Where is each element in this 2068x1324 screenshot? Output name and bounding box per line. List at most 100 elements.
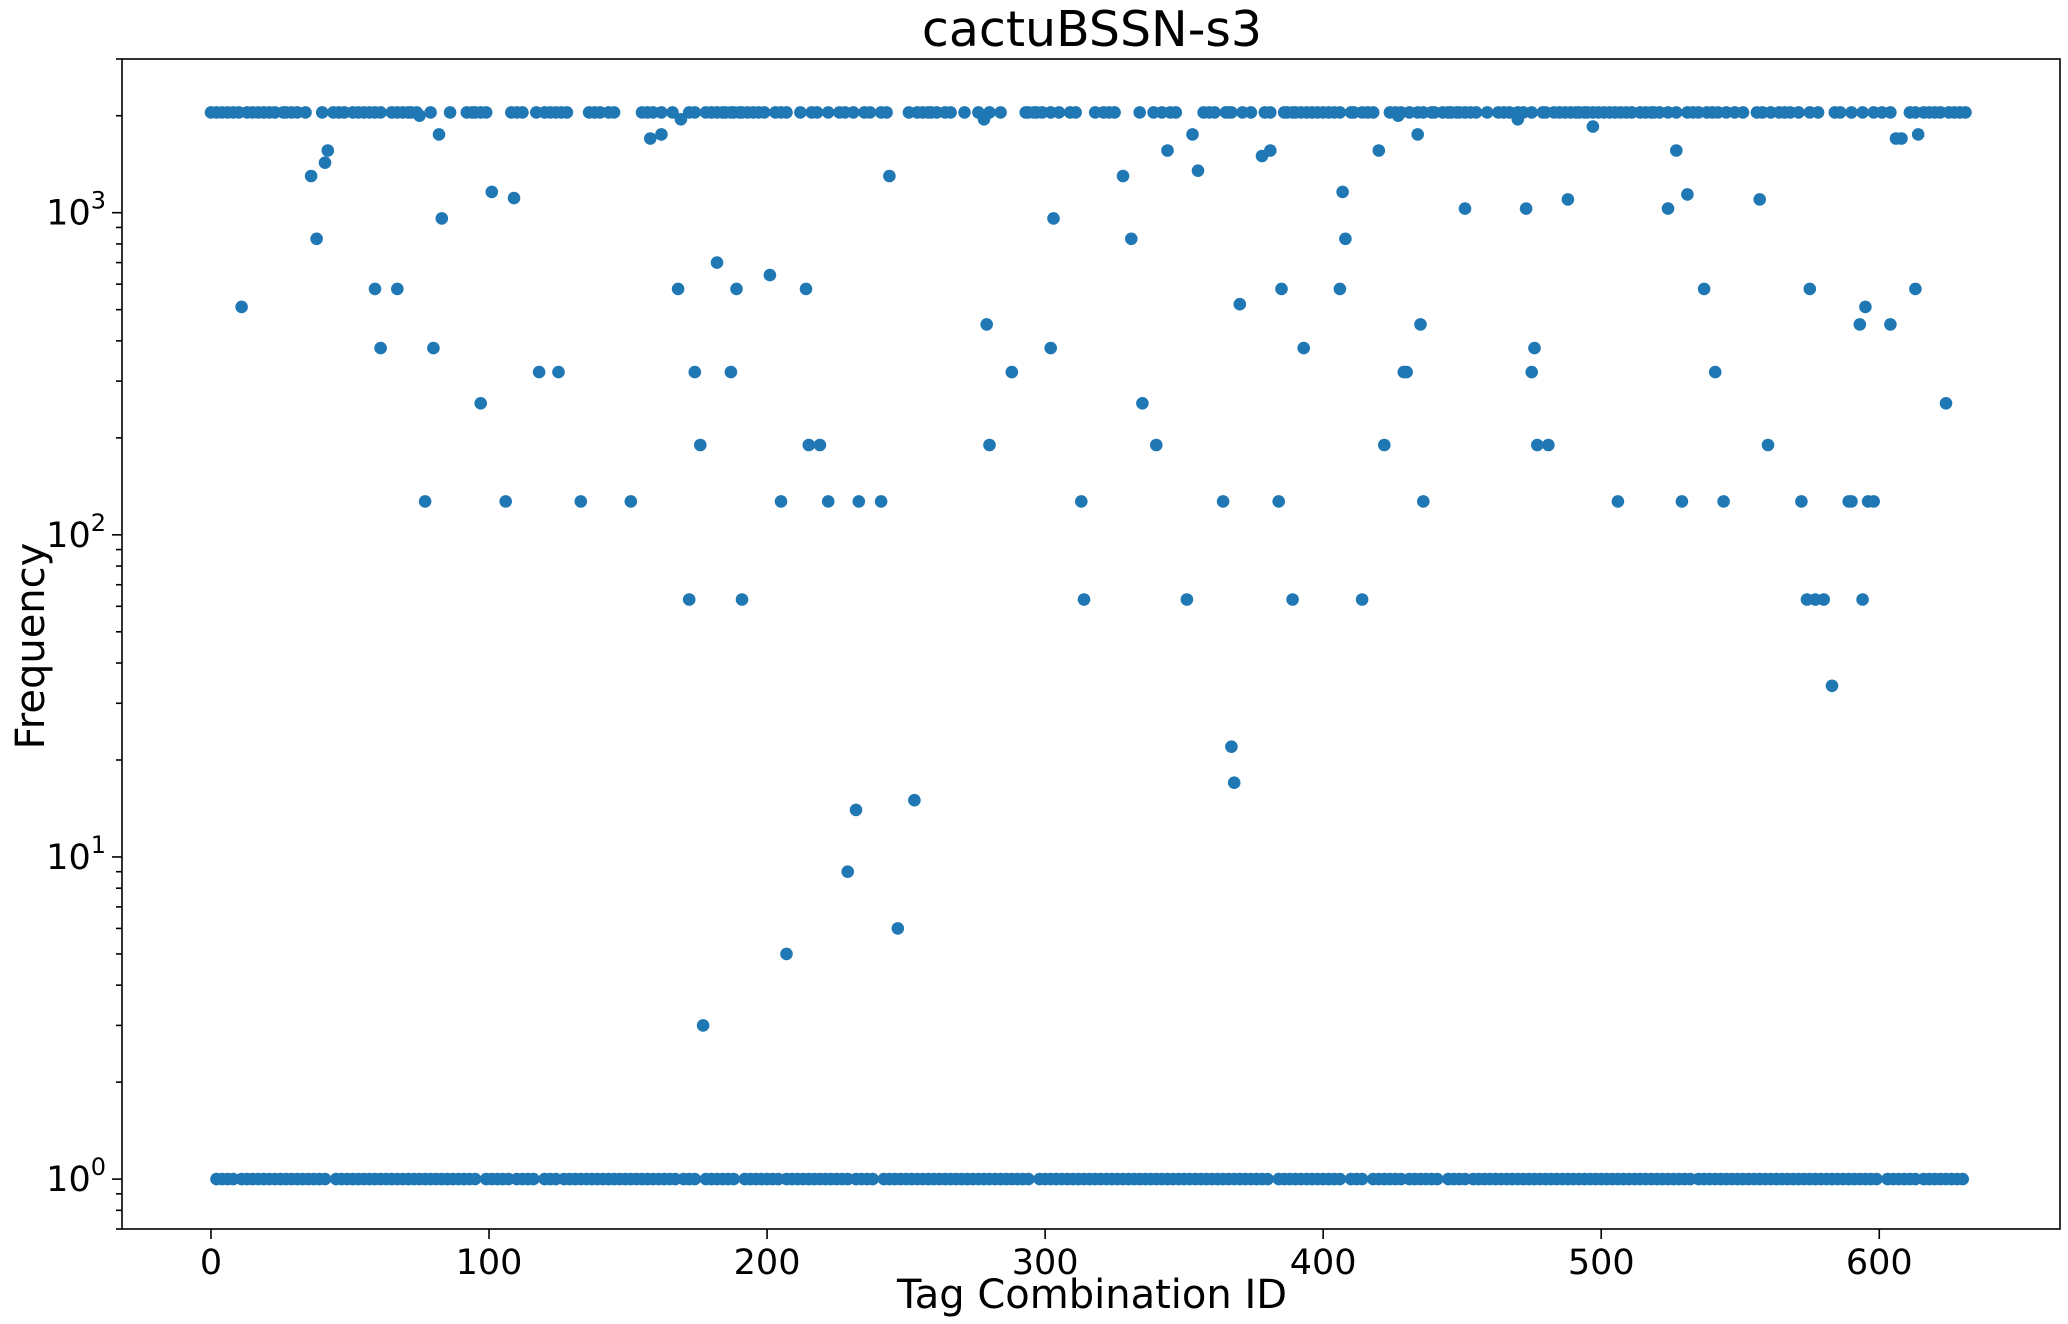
data-point (318, 156, 332, 169)
data-point (666, 106, 679, 119)
data-point (1044, 341, 1057, 355)
data-point (507, 191, 521, 205)
data-point (1753, 193, 1766, 206)
data-point (468, 1172, 482, 1186)
x-tick-label: 500 (1568, 1243, 1635, 1283)
data-point (1264, 144, 1277, 157)
data-point (432, 128, 446, 141)
data-point (1391, 109, 1405, 122)
data-point (1469, 106, 1483, 119)
data-point (527, 1172, 540, 1186)
data-point (1264, 106, 1277, 119)
data-point (1511, 113, 1525, 126)
data-point (891, 922, 905, 935)
data-point (1845, 495, 1858, 508)
data-point (1133, 106, 1146, 119)
data-point (780, 947, 793, 961)
data-point (1825, 679, 1839, 693)
data-point (235, 300, 248, 314)
y-tick-label: 100 (46, 1153, 106, 1200)
data-point (1430, 1172, 1444, 1186)
data-point (1022, 1172, 1035, 1186)
data-point (813, 438, 827, 452)
data-point (1297, 341, 1310, 355)
data-point (1817, 593, 1830, 606)
data-point (688, 365, 702, 379)
data-point (560, 106, 574, 119)
data-point (321, 144, 335, 157)
data-point (908, 793, 921, 807)
y-tick-label: 103 (46, 187, 106, 234)
data-point (758, 106, 771, 119)
data-point (1169, 106, 1183, 119)
data-point (1670, 106, 1683, 119)
data-point (1108, 106, 1121, 119)
data-point (682, 593, 696, 606)
data-point (1069, 106, 1082, 119)
x-axis-label: Tag Combination ID (896, 1272, 1287, 1318)
data-point (1275, 282, 1288, 296)
data-point (1150, 438, 1163, 452)
data-point (810, 106, 824, 119)
data-point (694, 438, 707, 452)
data-point (1675, 495, 1689, 508)
data-point (1233, 297, 1247, 311)
data-point (1005, 365, 1019, 379)
data-point (866, 1172, 879, 1186)
data-point (1661, 202, 1675, 215)
data-point (1414, 318, 1427, 331)
data-point (674, 113, 688, 126)
data-point (1116, 169, 1130, 183)
data-point (883, 169, 896, 183)
data-point (1372, 144, 1386, 157)
data-point (863, 106, 877, 119)
data-point (1939, 397, 1953, 410)
data-point (607, 106, 621, 119)
data-point (1378, 438, 1391, 452)
data-point (1333, 282, 1347, 296)
data-point (1792, 106, 1805, 119)
data-point (655, 128, 668, 141)
data-point (1670, 144, 1683, 157)
data-point (1681, 188, 1694, 201)
data-point (1525, 365, 1538, 379)
data-point (780, 106, 793, 119)
data-point (880, 106, 893, 119)
data-point (1225, 106, 1238, 119)
plot-frame (121, 58, 2061, 1230)
data-point (983, 438, 996, 452)
data-point (1411, 128, 1424, 141)
data-point (424, 106, 437, 119)
data-point (318, 1172, 332, 1186)
data-point (479, 106, 493, 119)
data-point (1208, 106, 1221, 119)
data-point (977, 113, 991, 126)
data-point (418, 495, 432, 508)
data-point (1225, 740, 1238, 753)
data-point (1336, 185, 1349, 199)
data-point (1542, 438, 1555, 452)
data-point (1803, 282, 1817, 296)
data-point (574, 495, 588, 508)
data-point (1186, 128, 1199, 141)
data-point (374, 341, 387, 355)
data-point (1736, 106, 1750, 119)
data-point (1959, 106, 1972, 119)
data-point (644, 132, 657, 145)
data-point (1519, 202, 1533, 215)
data-point (1586, 120, 1600, 133)
x-tick-label: 200 (734, 1243, 801, 1283)
data-point (821, 495, 835, 508)
y-axis-label: Frequency (8, 543, 54, 750)
data-point (1075, 495, 1088, 508)
data-point (1261, 1172, 1274, 1186)
x-tick-label: 0 (200, 1243, 222, 1283)
chart-title: cactuBSSN-s3 (922, 1, 1262, 58)
data-point (1355, 593, 1369, 606)
data-point (1333, 1172, 1347, 1186)
data-point (763, 268, 777, 282)
data-point (1480, 106, 1494, 119)
data-point (1697, 282, 1711, 296)
data-point (849, 803, 863, 817)
data-point (1227, 776, 1241, 789)
